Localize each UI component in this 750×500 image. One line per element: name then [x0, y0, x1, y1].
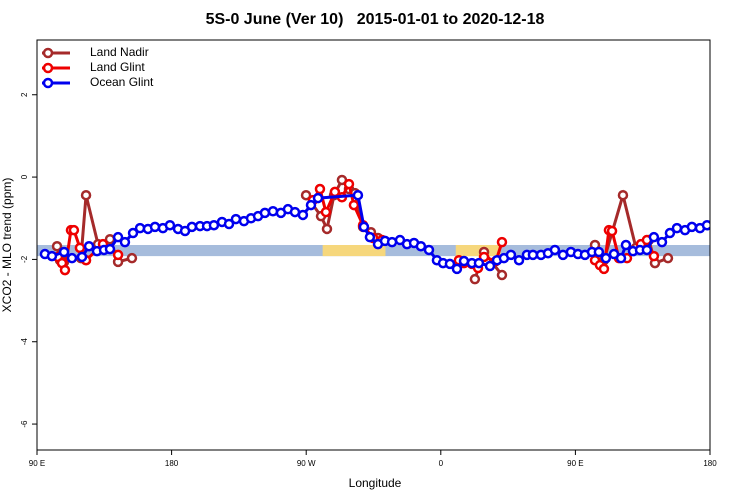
- point: [76, 251, 88, 263]
- point: [513, 254, 525, 266]
- y-tick-label: -4: [20, 338, 29, 346]
- point: [664, 227, 676, 239]
- legend-label: Land Glint: [90, 60, 145, 74]
- point: [423, 244, 435, 256]
- point: [321, 223, 333, 235]
- legend-marker: [42, 77, 54, 89]
- point: [415, 240, 427, 252]
- point: [352, 189, 364, 201]
- point: [444, 258, 456, 270]
- legend-marker: [42, 47, 54, 59]
- point: [615, 252, 627, 264]
- band: [455, 245, 501, 257]
- point: [648, 250, 660, 262]
- y-tick-label: 0: [20, 174, 29, 179]
- y-tick-label: -6: [20, 420, 29, 428]
- point: [593, 246, 605, 258]
- point: [112, 249, 124, 261]
- point: [496, 236, 508, 248]
- point: [469, 273, 481, 285]
- point: [320, 206, 332, 218]
- point: [484, 260, 496, 272]
- point: [66, 252, 78, 264]
- point: [314, 183, 326, 195]
- point: [51, 240, 63, 252]
- point: [119, 236, 131, 248]
- point: [59, 264, 71, 276]
- point: [68, 224, 80, 236]
- point: [74, 242, 86, 254]
- point: [505, 249, 517, 261]
- point: [164, 219, 176, 231]
- point: [297, 209, 309, 221]
- point: [127, 227, 139, 239]
- point: [230, 213, 242, 225]
- x-tick-label: 90 W: [297, 459, 316, 468]
- point: [312, 192, 324, 204]
- point: [83, 240, 95, 252]
- legend-label: Land Nadir: [90, 45, 149, 59]
- point: [267, 205, 279, 217]
- point: [300, 189, 312, 201]
- x-axis-label: Longitude: [349, 476, 402, 490]
- point: [80, 189, 92, 201]
- point: [223, 218, 235, 230]
- point: [686, 221, 698, 233]
- point: [126, 252, 138, 264]
- chart-title: 5S-0 June (Ver 10) 2015-01-01 to 2020-12…: [206, 11, 545, 28]
- point: [364, 231, 376, 243]
- point: [656, 236, 668, 248]
- legend-label: Ocean Glint: [90, 75, 154, 89]
- x-tick-label: 90 E: [567, 459, 583, 468]
- point: [641, 244, 653, 256]
- point: [620, 239, 632, 251]
- point: [186, 221, 198, 233]
- point: [259, 207, 271, 219]
- point: [358, 221, 370, 233]
- point: [671, 222, 683, 234]
- point: [527, 249, 539, 261]
- point: [46, 250, 58, 262]
- point: [112, 231, 124, 243]
- x-tick-label: 180: [703, 459, 717, 468]
- plot-area: [37, 174, 710, 285]
- y-axis-label: XCO2 - MLO trend (ppm): [0, 178, 14, 313]
- plot-frame: [36, 39, 711, 451]
- point: [600, 252, 612, 264]
- point: [343, 178, 355, 190]
- point: [496, 269, 508, 281]
- x-tick-label: 0: [439, 459, 444, 468]
- point: [305, 199, 317, 211]
- point: [598, 263, 610, 275]
- band: [322, 245, 386, 257]
- point: [549, 244, 561, 256]
- point: [617, 189, 629, 201]
- legend-marker: [42, 62, 54, 74]
- y-tick-label: 2: [20, 92, 29, 97]
- point: [451, 263, 463, 275]
- x-tick-label: 90 E: [29, 459, 45, 468]
- point: [662, 252, 674, 264]
- point: [208, 219, 220, 231]
- point: [104, 243, 116, 255]
- x-tick-label: 180: [165, 459, 179, 468]
- point: [648, 231, 660, 243]
- point: [58, 246, 70, 258]
- point: [606, 225, 618, 237]
- point: [473, 257, 485, 269]
- point: [149, 221, 161, 233]
- point: [701, 219, 710, 231]
- y-tick-label: -2: [20, 255, 29, 263]
- point: [348, 199, 360, 211]
